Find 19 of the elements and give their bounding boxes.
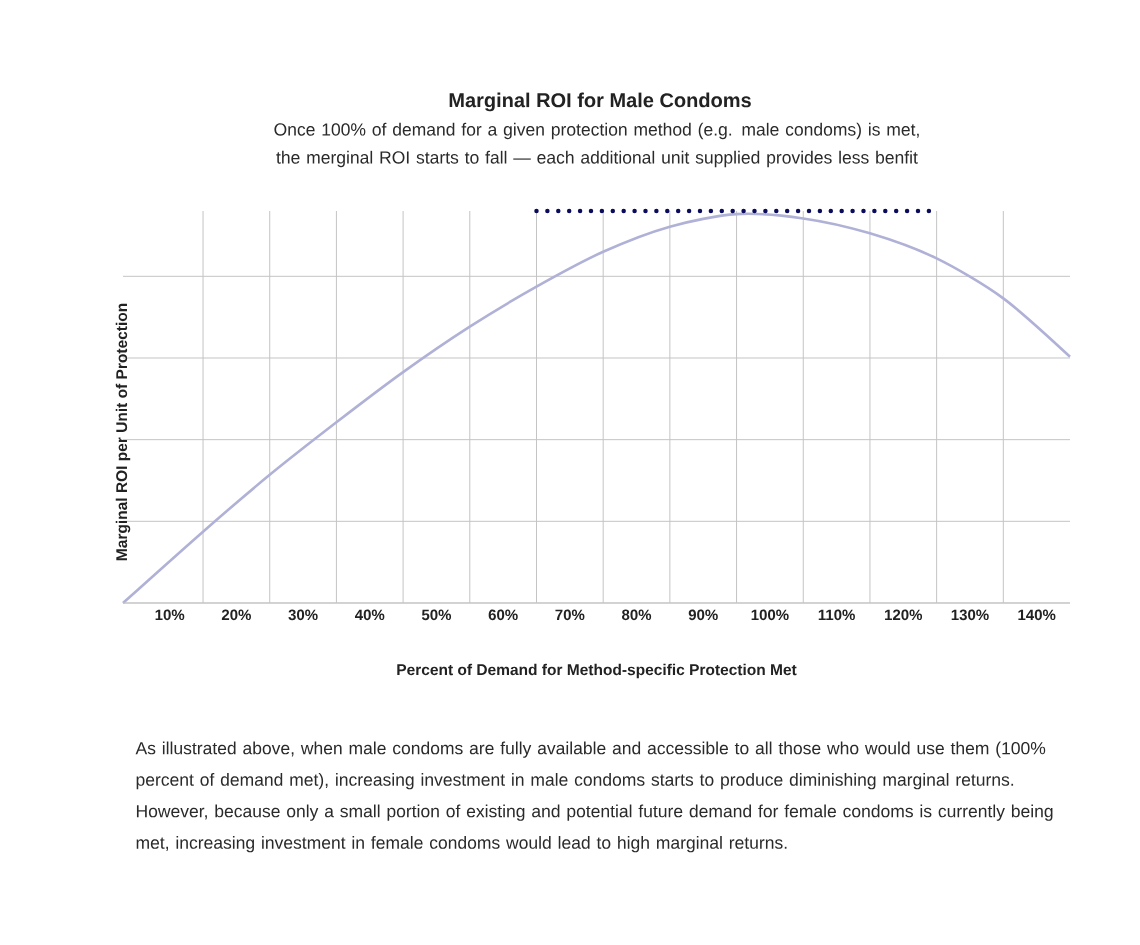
x-tick-label: 70% bbox=[555, 609, 585, 621]
x-tick-label: 140% bbox=[1018, 609, 1056, 621]
x-tick-label: 40% bbox=[354, 609, 385, 621]
chart-title: Marginal ROI for Male Condoms bbox=[449, 92, 751, 112]
x-tick-label: 60% bbox=[488, 609, 518, 621]
x-tick-label: 30% bbox=[288, 609, 318, 621]
x-tick-label: 20% bbox=[221, 609, 251, 621]
x-axis-title: Percent of Demand for Method-specific Protection Met bbox=[397, 663, 797, 679]
text: As illustrated above, when male condoms are fully available and accessible to all those who would use them (100% percent of demand met), increasing investment in male condoms starts to produce diminishing marginal returns. However, because only a small portion of existing and potential future demand for female condoms is currently being met, increasing investment in female condoms would lead to high marginal returns. bbox=[135, 741, 1053, 853]
x-tick-label: 80% bbox=[621, 609, 652, 621]
x-tick-label: 130% bbox=[951, 609, 989, 621]
x-tick-label: 120% bbox=[885, 609, 923, 621]
x-tick-label: 90% bbox=[688, 609, 718, 621]
x-tick-label: 100% bbox=[751, 609, 789, 621]
y-axis-title: Marginal ROI per Unit of Protection bbox=[115, 303, 131, 561]
x-tick-label: 110% bbox=[818, 609, 855, 621]
x-tick-label: 50% bbox=[421, 609, 452, 621]
chart-subtitle: Once 100% of demand for a given protection method (e.g. male condoms) is met, the merginal ROI starts to fall — each additional unit supplied provides less benfit bbox=[274, 122, 919, 168]
x-tick-label: 10% bbox=[155, 609, 185, 621]
